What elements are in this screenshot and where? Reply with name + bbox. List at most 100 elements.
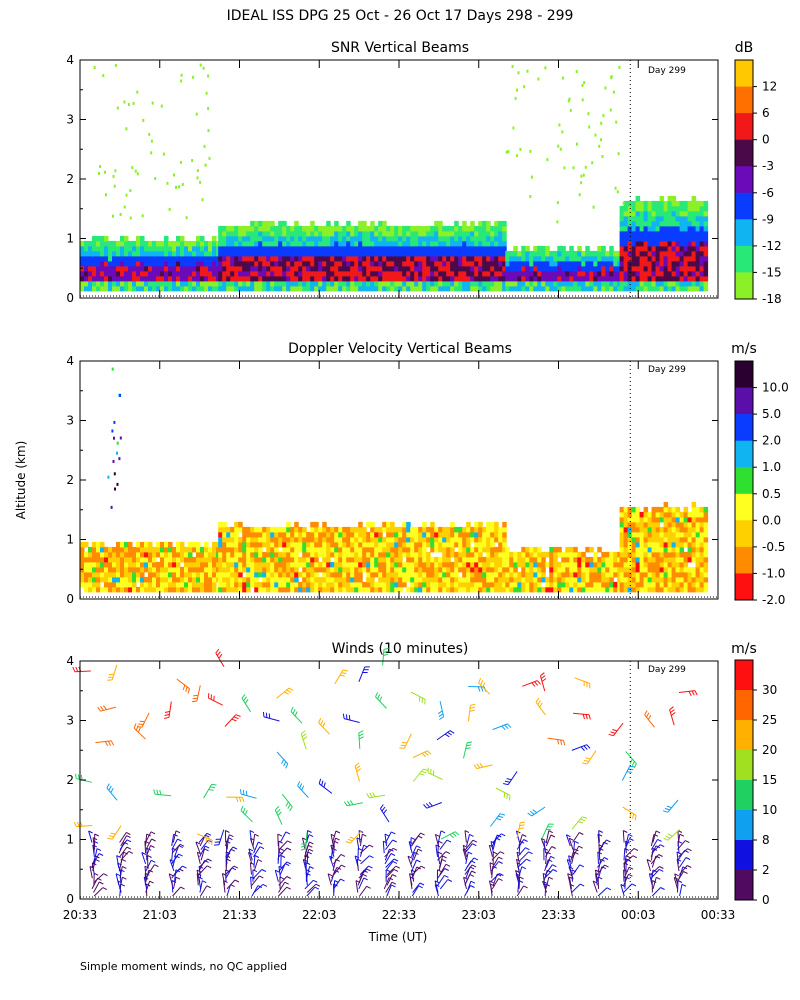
data-cell [358,566,363,573]
data-cell [100,245,105,252]
data-cell [176,541,181,548]
data-cell [703,260,709,267]
data-cell [246,561,251,568]
data-cell [442,255,447,262]
data-cell [577,571,582,578]
data-cell [635,551,641,558]
data-cell [172,280,177,287]
data-cell [160,275,165,282]
data-cell [176,586,181,593]
data-cell [168,581,173,588]
data-cell [274,255,279,262]
data-cell [529,265,534,272]
data-cell [222,576,227,583]
data-cell [515,154,518,158]
data-cell [374,556,379,563]
data-cell [148,541,153,548]
wind-barb [516,885,525,897]
wind-barb-flag [292,709,296,715]
wind-barb [507,771,518,785]
data-cell [230,265,235,272]
data-cell [342,531,347,538]
data-cell [613,250,618,257]
data-cell [651,215,657,222]
data-cell [631,280,637,287]
data-cell [120,581,125,588]
data-cell [647,250,653,257]
data-cell [374,255,379,262]
data-cell [561,576,566,583]
data-cell [302,280,307,287]
data-cell [537,571,542,578]
data-cell [494,551,499,558]
data-cell [294,561,299,568]
data-cell [306,566,311,573]
wind-barb [517,847,526,858]
data-cell [687,581,693,588]
data-cell [164,250,169,257]
y-tick-label: 4 [66,53,74,67]
data-cell [565,250,570,257]
wind-barb-flag [392,839,397,843]
data-cell [703,285,709,292]
data-cell [450,280,455,287]
data-cell [192,260,197,267]
data-cell [88,556,93,563]
data-cell [254,275,259,282]
colorbar-swatch [735,166,753,194]
data-cell [414,551,419,558]
data-cell [226,240,231,247]
wind-barb-flag [421,752,427,758]
data-cell [338,270,343,277]
data-cell [647,536,653,543]
data-cell [152,255,157,262]
data-cell [88,240,93,247]
data-cell [132,260,137,267]
data-cell [577,255,582,262]
wind-barb-flag [179,868,184,872]
data-cell [667,225,673,232]
data-cell [502,245,507,252]
data-cell [152,556,157,563]
data-cell [585,270,590,277]
data-cell [132,245,137,252]
wind-barb [492,856,499,868]
data-cell [330,240,335,247]
data-cell [310,285,315,292]
data-cell [200,551,205,558]
data-cell [478,556,483,563]
data-cell [222,541,227,548]
data-cell [462,230,467,237]
data-cell [378,576,383,583]
data-cell [627,210,633,217]
data-cell [116,260,121,267]
wind-barb-flag [76,821,80,827]
data-cell [192,561,197,568]
wind-barb-flag [332,847,337,851]
data-cell [623,551,629,558]
data-cell [490,245,495,252]
data-cell [597,561,602,568]
data-cell [691,205,697,212]
data-cell [565,586,570,593]
wind-barb-flag [299,783,303,789]
data-cell [414,270,419,277]
data-cell [414,245,419,252]
data-cell [274,556,279,563]
wind-barb [359,865,369,875]
data-cell [434,536,439,543]
data-cell [434,225,439,232]
data-cell [663,586,669,593]
data-cell [623,280,629,287]
data-cell [278,275,283,282]
wind-barb-flag [144,865,150,869]
data-cell [675,546,681,553]
data-cell [113,184,116,188]
data-cell [466,230,471,237]
data-cell [250,541,255,548]
data-cell [691,265,697,272]
velocity-panel: Doppler Velocity Vertical Beams m/s Day … [66,341,788,607]
data-cell [212,551,217,558]
data-cell [338,541,343,548]
data-cell [322,250,327,257]
